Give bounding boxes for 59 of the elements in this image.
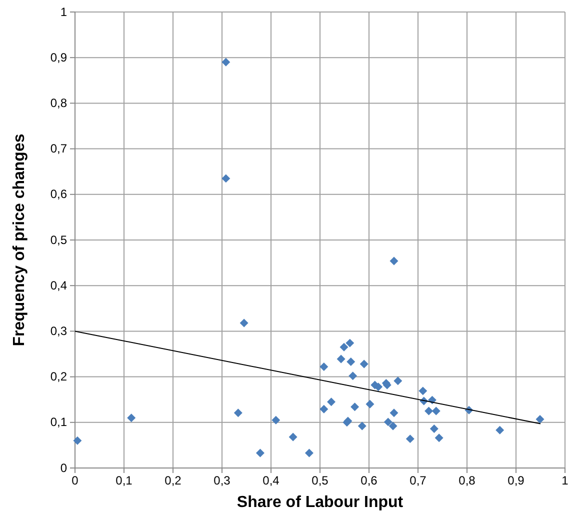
x-tick-label: 0,1 — [116, 474, 133, 488]
point — [366, 400, 374, 408]
point — [390, 256, 398, 266]
point — [320, 404, 328, 414]
point — [434, 434, 444, 442]
y-tick-label: 0,7 — [50, 142, 68, 156]
point — [346, 338, 354, 348]
point — [336, 354, 346, 364]
point — [430, 424, 438, 434]
point — [304, 448, 314, 458]
point — [388, 422, 398, 430]
point — [358, 422, 366, 430]
y-tick-label: 0,3 — [50, 324, 68, 338]
y-tick-label: 0,4 — [50, 278, 68, 292]
point — [348, 372, 358, 380]
point — [222, 58, 230, 66]
x-tick-label: 0,7 — [410, 474, 427, 488]
x-tick-label: 0,4 — [262, 474, 280, 488]
point — [240, 318, 248, 328]
point — [418, 386, 428, 396]
point — [390, 408, 398, 418]
point — [384, 418, 392, 426]
point — [234, 408, 242, 418]
point — [394, 376, 402, 386]
point — [320, 362, 328, 372]
x-tick-label: 1 — [562, 474, 569, 488]
point — [424, 406, 434, 416]
point — [496, 426, 504, 434]
y-tick-label: 0,1 — [50, 415, 68, 430]
point — [73, 436, 82, 445]
y-tick-label: 0,5 — [50, 232, 68, 247]
x-tick-label: 0 — [72, 474, 79, 488]
point — [432, 406, 440, 416]
point — [346, 358, 356, 366]
y-tick-label: 0 — [60, 460, 68, 475]
y-tick-label: 1 — [60, 4, 68, 19]
x-tick-label: 0,9 — [508, 474, 525, 488]
x-tick-label: 0,8 — [458, 474, 476, 488]
x-tick-label: 0,6 — [360, 474, 378, 488]
y-tick-label: 0,6 — [50, 187, 68, 202]
point — [272, 416, 280, 424]
point — [222, 174, 230, 183]
x-axis-title: Share of Labour Input — [236, 494, 404, 511]
point — [327, 398, 336, 406]
x-tick-label: 0,2 — [164, 474, 182, 488]
point — [256, 448, 264, 458]
point — [406, 434, 414, 444]
point — [536, 414, 544, 424]
y-axis-title: Frequency of price changes — [11, 134, 28, 346]
point — [127, 414, 136, 422]
point — [350, 402, 360, 412]
y-tick-label: 0,8 — [50, 96, 68, 110]
point — [288, 432, 298, 442]
x-tick-label: 0,3 — [214, 474, 231, 488]
y-tick-label: 0,9 — [50, 50, 68, 64]
point — [360, 360, 368, 368]
point — [340, 342, 348, 352]
x-tick-label: 0,5 — [312, 474, 329, 488]
y-tick-label: 0,2 — [50, 370, 68, 384]
